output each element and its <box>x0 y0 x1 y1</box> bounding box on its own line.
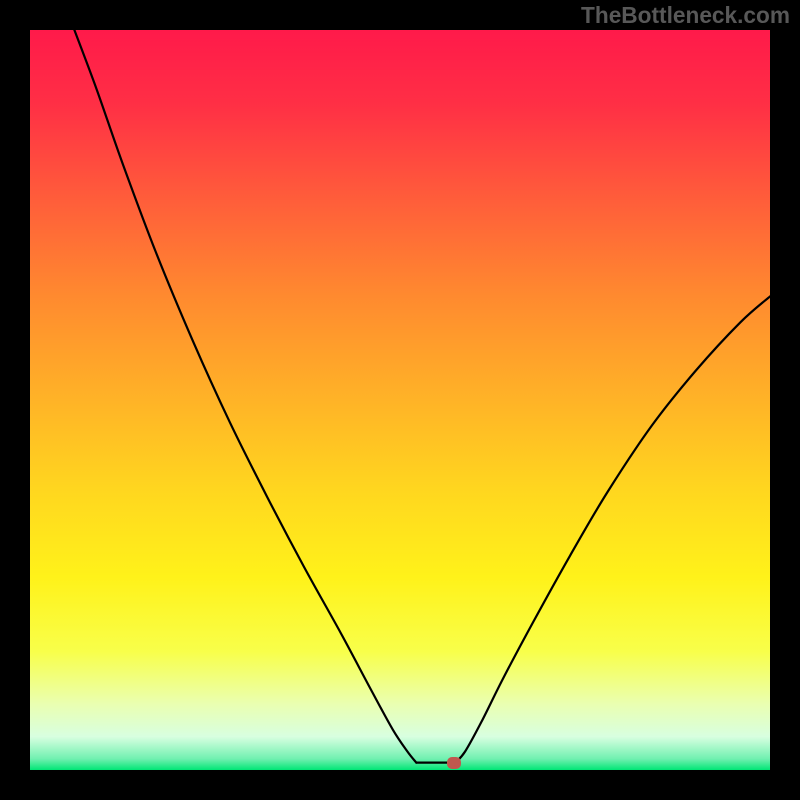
watermark-text: TheBottleneck.com <box>581 2 790 29</box>
bottleneck-curve <box>30 30 770 770</box>
minimum-marker <box>447 757 461 769</box>
plot-area <box>30 30 770 770</box>
chart-container: TheBottleneck.com <box>0 0 800 800</box>
